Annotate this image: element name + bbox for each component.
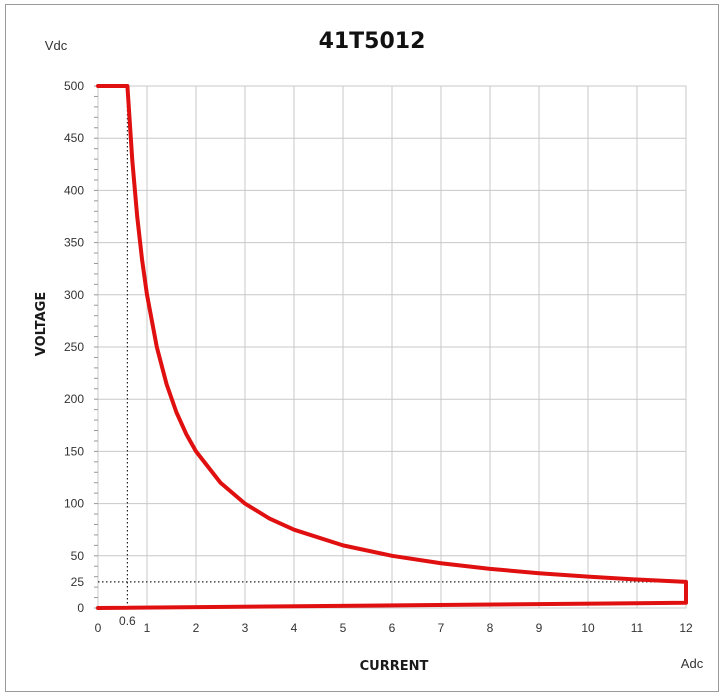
y-tick-label: 200 [64,392,84,406]
y-unit-label: Vdc [45,38,68,53]
x-tick-label: 5 [340,621,347,635]
series-line [96,84,688,610]
grid [94,85,687,609]
x-tick-label: 10 [581,621,595,635]
x-tick-label: 6 [389,621,396,635]
x-tick-label: 7 [438,621,445,635]
x-tick-label: 8 [487,621,494,635]
x-tick-label: 3 [242,621,249,635]
y-extra-tick-label: 25 [71,575,85,589]
x-tick-label: 11 [631,621,644,635]
x-tick-label: 1 [144,621,151,635]
y-tick-label: 300 [64,288,84,302]
x-tick-label: 2 [193,621,200,635]
tick-labels: 0 1 2 3 4 5 6 7 8 9 10 11 12050100150200250300350400… [64,79,693,635]
y-tick-label: 500 [64,79,84,93]
chart-frame [5,4,719,692]
y-tick-label: 350 [64,236,84,250]
y-tick-label: 250 [64,340,84,354]
reference-lines [98,86,686,608]
y-tick-label: 450 [64,131,84,145]
x-extra-tick-label: 0.6 [119,614,136,628]
x-unit-label: Adc [681,656,704,671]
x-tick-label: 0 [95,621,102,635]
y-tick-label: 150 [64,444,84,458]
x-tick-label: 4 [291,621,298,635]
x-tick-label: 9 [536,621,543,635]
chart-title: 41T5012 [319,29,426,54]
y-tick-label: 100 [64,497,84,511]
x-axis-title: CURRENT [360,659,429,674]
y-axis-title: VOLTAGE [34,292,49,357]
y-tick-label: 400 [64,183,84,197]
series-layer [96,84,688,610]
y-tick-label: 0 [77,601,84,615]
y-tick-label: 50 [71,549,85,563]
x-tick-label: 12 [679,621,693,635]
